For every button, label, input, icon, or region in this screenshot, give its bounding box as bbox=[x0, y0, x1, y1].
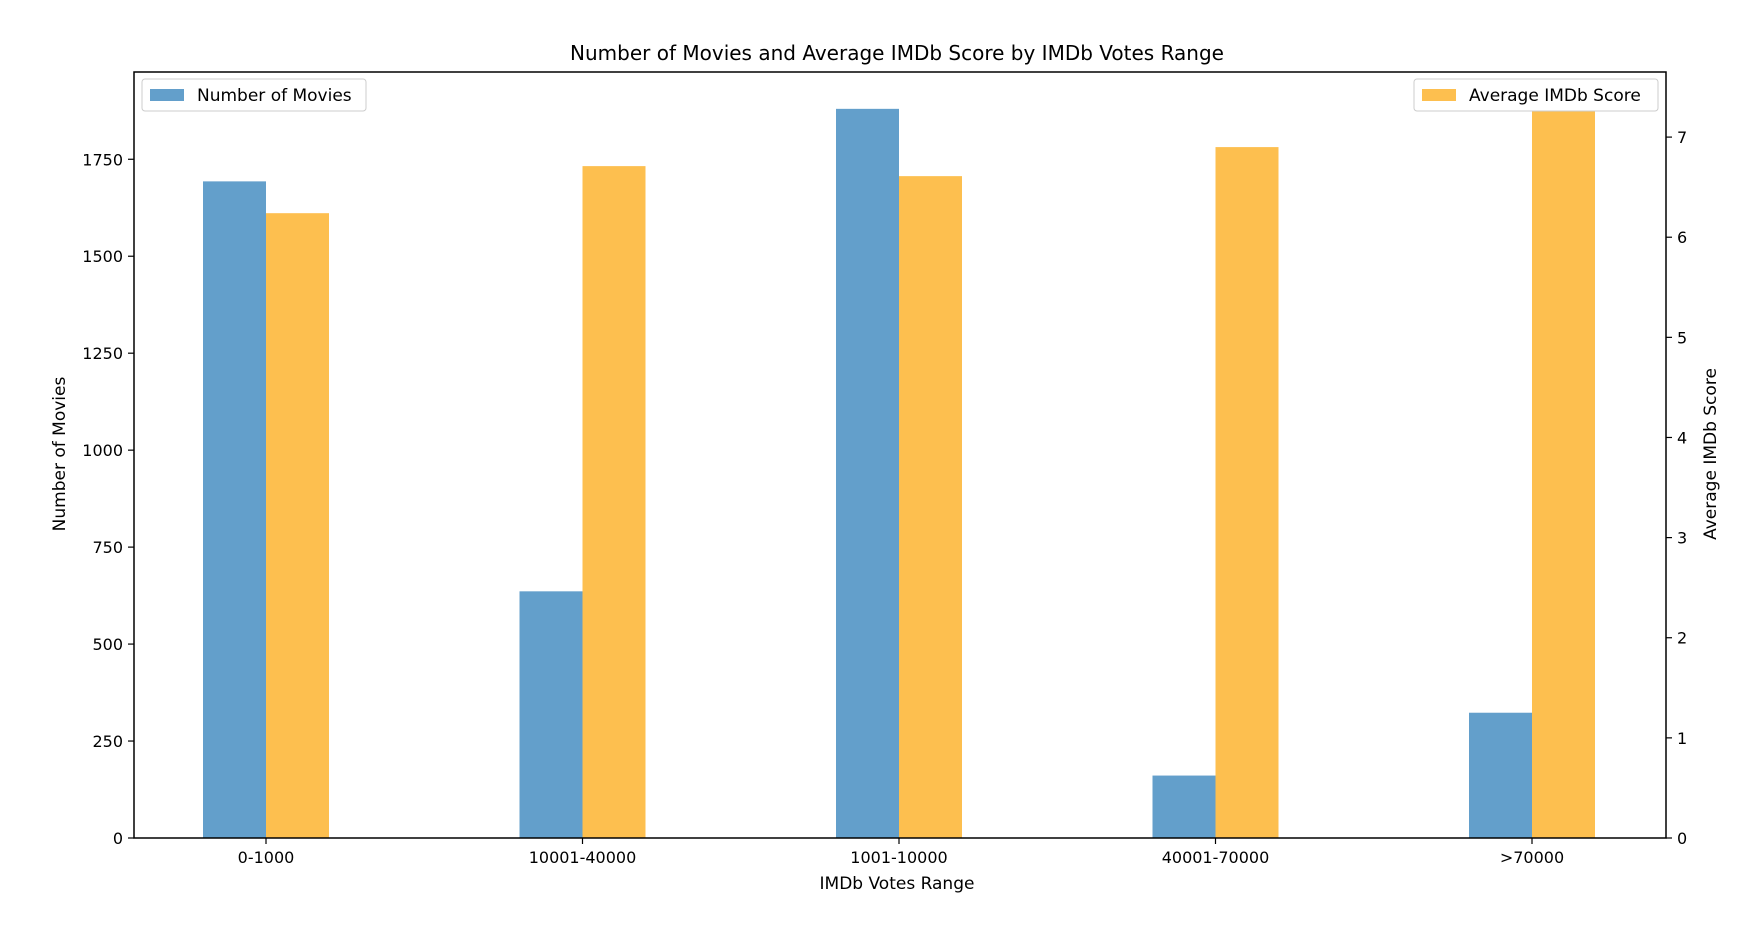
bar-average-imdb-score-2 bbox=[899, 176, 962, 839]
y-left-tick-label-1: 250 bbox=[92, 732, 123, 751]
y-right-tick-label-2: 2 bbox=[1677, 629, 1687, 648]
bar-number-of-movies-2 bbox=[836, 108, 899, 838]
bar-number-of-movies-4 bbox=[1469, 712, 1532, 838]
bar-average-imdb-score-0 bbox=[266, 213, 329, 838]
y-left-tick-label-3: 750 bbox=[92, 538, 123, 557]
bar-number-of-movies-0 bbox=[203, 181, 266, 838]
legend-box bbox=[141, 78, 367, 112]
legend-label: Number of Movies bbox=[197, 86, 352, 106]
bar-average-imdb-score-1 bbox=[582, 166, 646, 839]
y-right-tick-label-7: 7 bbox=[1677, 128, 1687, 147]
y-right-tick-label-5: 5 bbox=[1677, 328, 1687, 347]
y-axis-label-left: Number of Movies bbox=[50, 377, 70, 532]
x-axis-label: IMDb Votes Range bbox=[820, 874, 975, 894]
chart-title: Number of Movies and Average IMDb Score … bbox=[570, 41, 1224, 65]
y-right-tick-label-3: 3 bbox=[1677, 529, 1687, 548]
bar-average-imdb-score-3 bbox=[1215, 147, 1279, 839]
legend-number-of-movies: Number of Movies bbox=[141, 78, 367, 112]
legend-swatch bbox=[1422, 89, 1456, 101]
plot-frame bbox=[133, 71, 1667, 839]
x-tick-label-3: 40001-70000 bbox=[1162, 848, 1270, 867]
y-left-tick-label-0: 0 bbox=[113, 829, 123, 848]
y-right-tick-label-4: 4 bbox=[1677, 428, 1687, 447]
x-tick-label-1: 10001-40000 bbox=[529, 848, 637, 867]
bar-average-imdb-score-4 bbox=[1532, 107, 1595, 838]
x-tick-label-2: 1001-10000 bbox=[850, 848, 947, 867]
axes-layer: 0 250 500 750 1000 1250 1500 1750 0 1 2 3 4 5 6 7 0-1000… bbox=[82, 71, 1687, 867]
y-left-tick-label-5: 1250 bbox=[82, 344, 123, 363]
y-right-tick-label-1: 1 bbox=[1677, 729, 1687, 748]
y-left-tick-label-7: 1750 bbox=[82, 150, 123, 169]
legend-swatch bbox=[150, 89, 184, 101]
y-left-tick-label-4: 1000 bbox=[82, 441, 123, 460]
y-right-tick-label-0: 0 bbox=[1677, 829, 1687, 848]
y-left-tick-label-2: 500 bbox=[92, 635, 123, 654]
x-tick-label-0: 0-1000 bbox=[238, 848, 295, 867]
legend-average-imdb-score: Average IMDb Score bbox=[1413, 78, 1659, 112]
legend-label: Average IMDb Score bbox=[1469, 86, 1641, 106]
y-right-tick-label-6: 6 bbox=[1677, 228, 1687, 247]
bars-layer bbox=[203, 107, 1595, 839]
legend-box bbox=[1413, 78, 1659, 112]
x-tick-label-4: >70000 bbox=[1500, 848, 1564, 867]
y-left-tick-label-6: 1500 bbox=[82, 247, 123, 266]
bar-number-of-movies-1 bbox=[519, 591, 583, 838]
y-axis-label-right: Average IMDb Score bbox=[1701, 368, 1721, 540]
bar-number-of-movies-3 bbox=[1152, 775, 1216, 838]
